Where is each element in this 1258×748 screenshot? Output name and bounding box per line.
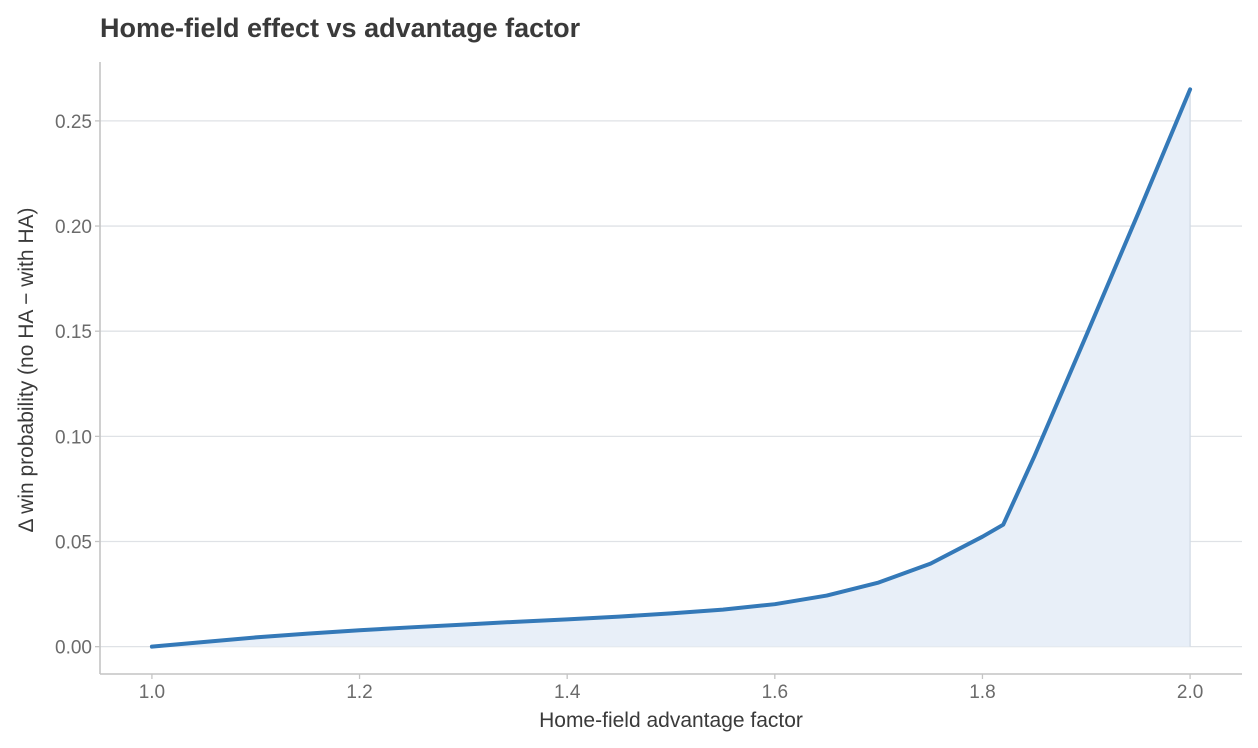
x-axis-ticks: 1.0 1.2 1.4 1.6 1.8 2.0 <box>139 674 1203 703</box>
y-tick-label-4: 0.20 <box>55 217 92 238</box>
y-tick-label-3: 0.15 <box>55 322 92 343</box>
x-tick-label-4: 1.8 <box>969 682 995 703</box>
area-fill <box>151 89 1191 647</box>
y-tick-label-1: 0.05 <box>55 533 92 554</box>
y-tick-label-2: 0.10 <box>55 427 92 448</box>
x-tick-label-5: 2.0 <box>1177 682 1203 703</box>
y-tick-label-0: 0.00 <box>55 638 92 659</box>
series-line <box>149 87 1193 649</box>
x-tick-label-3: 1.6 <box>762 682 788 703</box>
x-tick-label-0: 1.0 <box>139 682 165 703</box>
chart-title: Home-field effect vs advantage factor <box>100 13 581 43</box>
x-tick-label-1: 1.2 <box>346 682 372 703</box>
x-axis-label: Home-field advantage factor <box>539 709 803 732</box>
y-axis-ticks: 0.00 0.05 0.10 0.15 0.20 0.25 <box>55 112 100 659</box>
y-tick-label-5: 0.25 <box>55 112 92 133</box>
y-axis-label: Δ win probability (no HA − with HA) <box>15 207 38 532</box>
x-tick-label-2: 1.4 <box>554 682 581 703</box>
